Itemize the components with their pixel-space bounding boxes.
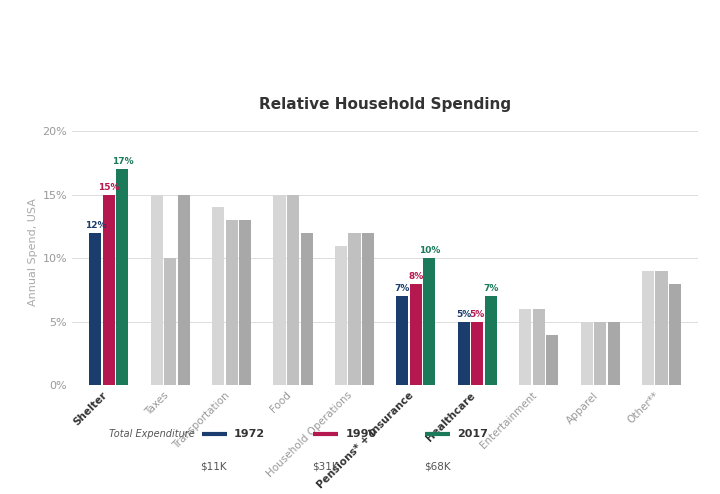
Bar bbox=[533, 309, 545, 385]
Bar bbox=[594, 322, 606, 385]
Bar bbox=[423, 258, 436, 385]
Text: 5%: 5% bbox=[456, 310, 472, 319]
Bar bbox=[300, 233, 312, 385]
Bar bbox=[335, 246, 347, 385]
Text: 12%: 12% bbox=[84, 221, 106, 230]
Bar bbox=[274, 195, 286, 385]
Text: 17%: 17% bbox=[112, 157, 133, 166]
Text: 7%: 7% bbox=[483, 284, 498, 293]
Bar bbox=[485, 296, 497, 385]
Bar bbox=[225, 220, 238, 385]
Text: $11K: $11K bbox=[201, 462, 227, 472]
Text: 1990: 1990 bbox=[346, 429, 377, 439]
Text: Total Expenditure: Total Expenditure bbox=[109, 429, 194, 439]
Bar bbox=[150, 195, 163, 385]
Bar bbox=[655, 271, 667, 385]
Text: 7%: 7% bbox=[395, 284, 410, 293]
Bar bbox=[471, 322, 483, 385]
Text: Shelter + Pensions / Insurance + Healthcare…: Shelter + Pensions / Insurance + Healthc… bbox=[18, 71, 470, 89]
Bar bbox=[362, 233, 374, 385]
Text: 1972: 1972 bbox=[234, 429, 265, 439]
Text: Relative Household Spending: Relative Household Spending bbox=[18, 22, 312, 40]
Text: $68K: $68K bbox=[424, 462, 450, 472]
Bar bbox=[103, 195, 115, 385]
Text: 8%: 8% bbox=[408, 272, 423, 281]
Bar bbox=[669, 284, 681, 385]
Bar bbox=[239, 220, 251, 385]
Bar bbox=[178, 195, 190, 385]
Bar bbox=[580, 322, 593, 385]
Bar bbox=[89, 233, 102, 385]
Bar bbox=[164, 258, 176, 385]
Bar bbox=[642, 271, 654, 385]
Title: Relative Household Spending: Relative Household Spending bbox=[259, 97, 511, 112]
Bar bbox=[287, 195, 300, 385]
Text: Rising: Rising bbox=[210, 22, 270, 40]
Bar bbox=[212, 207, 224, 385]
Bar bbox=[116, 169, 128, 385]
Bar bbox=[410, 284, 422, 385]
Text: Over Time =: Over Time = bbox=[251, 22, 378, 40]
Text: 10%: 10% bbox=[419, 246, 440, 255]
Text: $31K: $31K bbox=[312, 462, 338, 472]
Bar bbox=[546, 334, 558, 385]
Text: 2017: 2017 bbox=[457, 429, 488, 439]
Bar bbox=[348, 233, 361, 385]
Y-axis label: Annual Spend, USA: Annual Spend, USA bbox=[28, 198, 38, 306]
Text: 5%: 5% bbox=[469, 310, 485, 319]
Bar bbox=[608, 322, 620, 385]
Bar bbox=[458, 322, 470, 385]
Text: 15%: 15% bbox=[98, 183, 120, 192]
Bar bbox=[519, 309, 531, 385]
Bar bbox=[396, 296, 408, 385]
